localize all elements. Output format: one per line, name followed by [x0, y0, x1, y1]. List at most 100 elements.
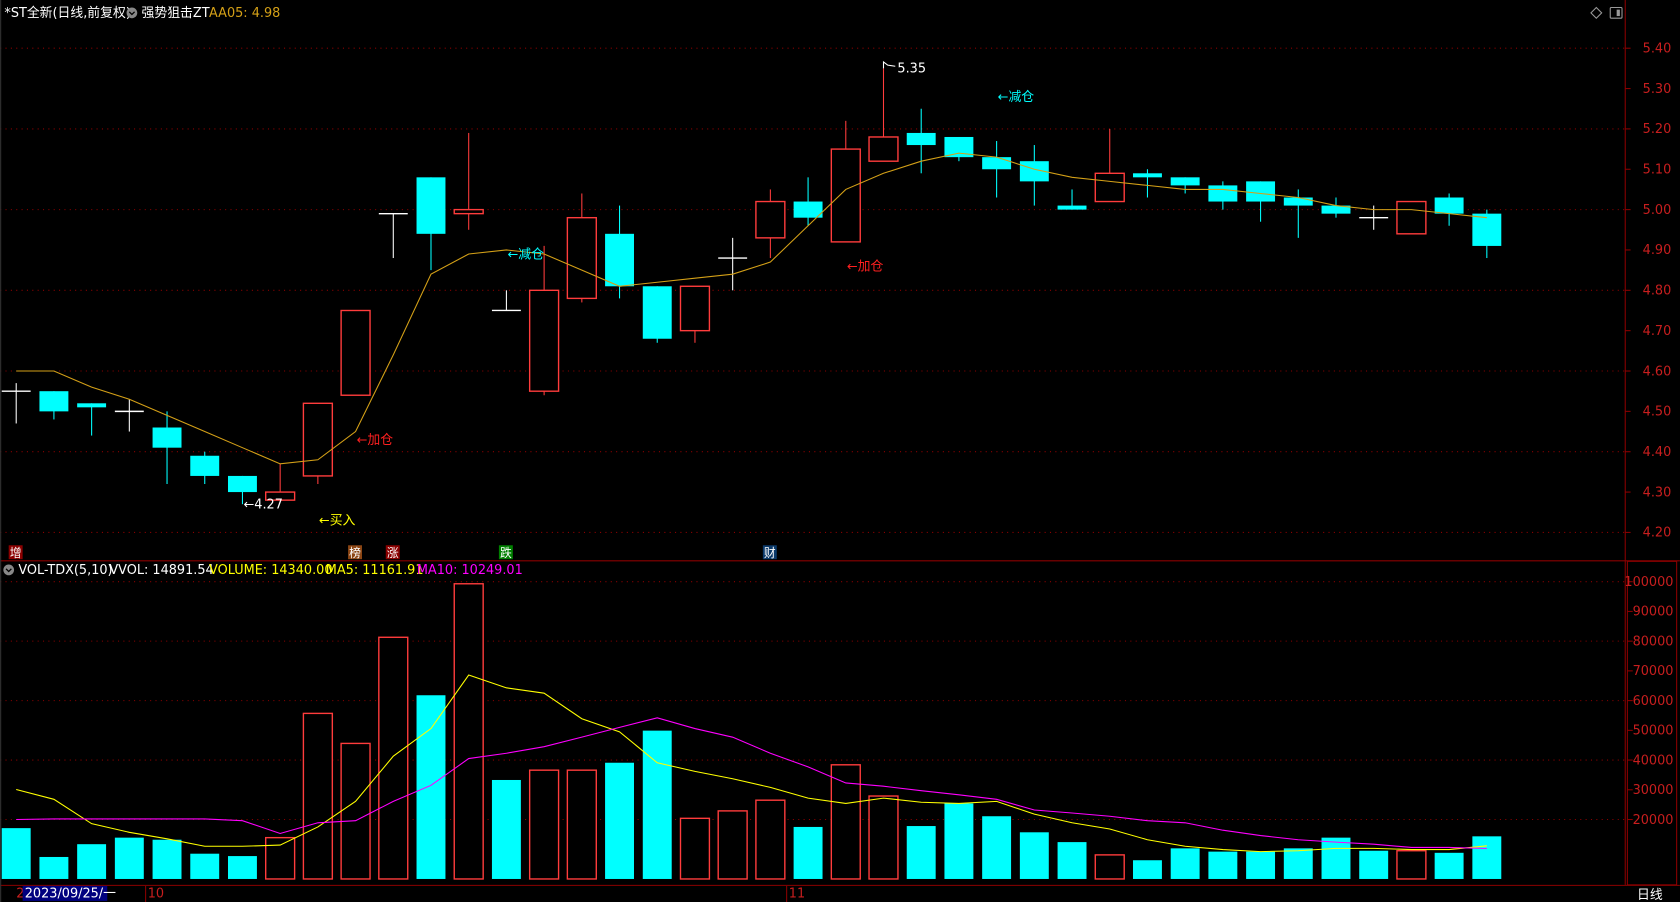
volume-bar — [1472, 836, 1502, 879]
candle-body — [1283, 197, 1313, 206]
candle — [1396, 200, 1427, 235]
annotation-label: 5.35 — [897, 62, 926, 77]
candle — [227, 475, 257, 505]
collapse-circle-icon[interactable] — [126, 7, 138, 19]
volume-tick-label: 30000 — [1633, 783, 1674, 798]
volume-tick-label: 20000 — [1633, 813, 1674, 828]
cursor-prefix: 2 — [16, 887, 24, 902]
candle — [605, 205, 634, 299]
volume-value: VOLUME: 14340.00 — [209, 563, 332, 578]
volume-bar — [679, 817, 711, 880]
candle-body — [1246, 181, 1276, 202]
volume-bar — [1170, 848, 1200, 879]
marker-badge — [498, 545, 513, 560]
volume-bar — [1359, 850, 1389, 879]
candle-body — [77, 403, 107, 408]
cursor-date-box — [22, 885, 108, 901]
candle — [1321, 197, 1351, 218]
candle-body — [1208, 185, 1238, 202]
candle-body — [1170, 177, 1200, 186]
candle-body — [1434, 197, 1464, 214]
volume-bar — [906, 826, 936, 879]
indicator-name[interactable]: 强势狙击ZT — [142, 5, 210, 21]
volume-bar — [642, 730, 672, 879]
candle — [1094, 128, 1125, 203]
volume-bar — [1057, 842, 1087, 879]
cursor-date: 2023/09/25/一 — [25, 887, 116, 902]
price-tick-label: 4.90 — [1643, 243, 1672, 258]
candle — [1208, 181, 1238, 210]
price-tick-label: 4.20 — [1643, 526, 1672, 541]
candle-body — [642, 286, 672, 339]
month-labels: 10 11 — [145, 885, 805, 902]
candle-body — [605, 233, 634, 287]
period-label[interactable]: 日线 — [1637, 888, 1663, 902]
candle — [1019, 145, 1049, 206]
marker-badge — [348, 545, 363, 560]
annotation-label: ←买入 — [319, 514, 356, 529]
candle — [642, 286, 672, 343]
price-tick-label: 4.40 — [1643, 445, 1672, 460]
volume-bar — [1396, 850, 1427, 880]
volume-bar — [227, 856, 257, 879]
volume-tick-label: 80000 — [1633, 634, 1674, 649]
annotation-label: ←减仓 — [998, 90, 1035, 105]
candle-body — [868, 136, 899, 162]
candle — [793, 177, 823, 226]
candle — [1434, 193, 1464, 226]
grid-lines — [0, 47, 1626, 821]
window-toggle-icon[interactable] — [1609, 6, 1623, 19]
volume-bar — [453, 583, 484, 880]
candle-body — [679, 285, 711, 332]
candle — [1057, 189, 1087, 210]
candle-body — [1019, 161, 1049, 182]
ma-price-line — [16, 152, 1487, 465]
collapse-circle-icon[interactable] — [3, 564, 15, 576]
candle — [265, 463, 296, 501]
candle-body — [152, 427, 182, 448]
volume-bar — [566, 769, 597, 880]
price-tick-label: 4.50 — [1643, 405, 1672, 420]
volume-tick-label: 50000 — [1633, 724, 1674, 739]
candle — [378, 212, 408, 259]
volume-bar — [190, 853, 220, 879]
volume-bar — [114, 837, 144, 879]
candle-body — [227, 475, 257, 493]
month-label: 10 — [148, 887, 164, 902]
volume-bar — [416, 695, 446, 879]
price-tick-label: 5.20 — [1643, 122, 1672, 137]
price-tick-label: 4.30 — [1643, 485, 1672, 500]
volume-bar — [982, 816, 1012, 879]
candle — [868, 68, 899, 162]
candle — [528, 245, 560, 396]
candle — [190, 451, 220, 484]
candle — [152, 411, 182, 484]
candle-body — [1132, 173, 1162, 178]
volume-bar — [793, 826, 823, 879]
volume-bar — [528, 769, 560, 880]
candle — [1170, 177, 1200, 194]
volume-bar — [1, 828, 31, 879]
volume-tick-label: 100000 — [1624, 575, 1673, 590]
candles — [1, 68, 1502, 505]
volume-bar — [830, 764, 861, 880]
candle — [1, 383, 31, 424]
candle — [944, 136, 974, 162]
candle — [566, 193, 597, 303]
candle — [114, 399, 144, 432]
candle — [453, 132, 484, 230]
price-tick-label: 5.00 — [1643, 203, 1672, 218]
candle — [1246, 181, 1276, 222]
volume-bar — [1019, 832, 1049, 879]
volume-bars — [1, 583, 1502, 880]
volume-bar — [265, 836, 296, 880]
volume-bar — [39, 856, 69, 879]
candle-body — [793, 201, 823, 218]
marker-label: 财 — [764, 546, 776, 560]
marker-badge — [385, 545, 400, 560]
marker-badge — [762, 545, 777, 560]
volume-indicator-name[interactable]: VOL-TDX(5,10) — [18, 563, 112, 578]
candle — [77, 403, 107, 436]
diamond-icon[interactable] — [1590, 6, 1603, 19]
